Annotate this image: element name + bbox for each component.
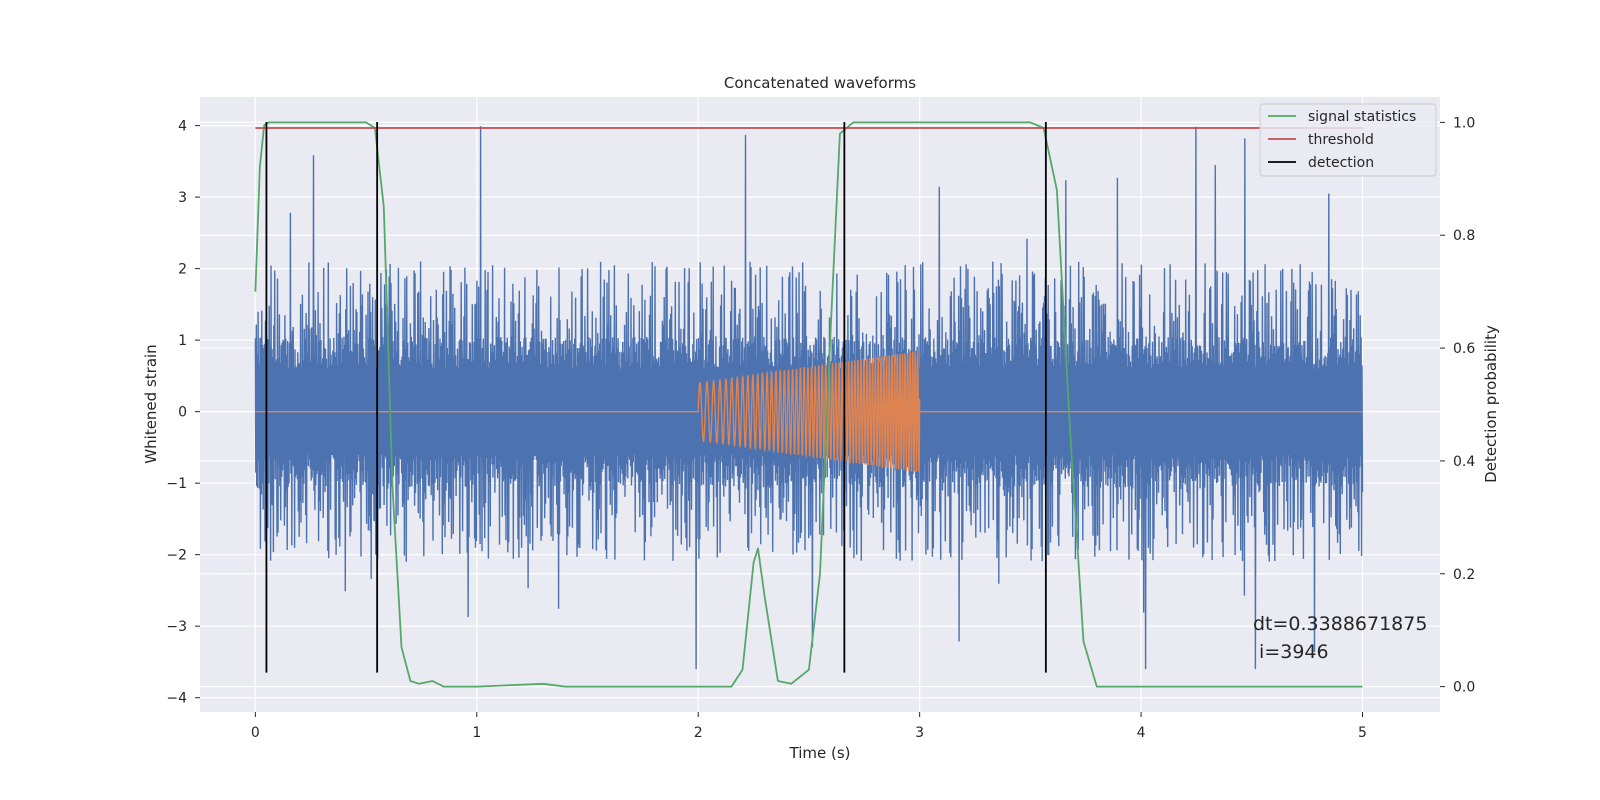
y-tick-label: −2	[166, 548, 187, 564]
y-tick-label: −3	[166, 619, 187, 635]
x-tick-label: 1	[472, 725, 481, 741]
annotation-line: dt=0.3388671875	[1253, 613, 1427, 635]
y-tick-label: 4	[178, 119, 187, 135]
annotation-text: dt=0.3388671875 i=3946	[1253, 613, 1427, 663]
y-tick-label: −4	[166, 691, 187, 707]
x-tick-label: 0	[251, 725, 260, 741]
y2-tick-label: 0.4	[1453, 454, 1475, 470]
y-tick-label: 1	[178, 333, 187, 349]
x-axis-label: Time (s)	[789, 744, 851, 762]
axes-layer: 0 1 2 3 4 5 4 3 2 1 0 −1 −2 −3 −4 1.0 0.8 0.6 0.4 0.2 0.0	[166, 115, 1475, 741]
x-tick-label: 3	[915, 725, 924, 741]
legend-label-detection: detection	[1308, 155, 1374, 171]
y-tick-label: −1	[166, 476, 187, 492]
y2-axis-label: Detection probability	[1482, 325, 1500, 483]
x-tick-label: 2	[694, 725, 703, 741]
detection-layer	[265, 122, 1047, 673]
legend-box	[1259, 103, 1437, 177]
x-tick-label: 5	[1358, 725, 1367, 741]
y-tick-label: 0	[178, 405, 187, 421]
y2-tick-label: 0.0	[1453, 680, 1475, 696]
legend-label-threshold: threshold	[1308, 132, 1374, 148]
waveform-layer	[255, 351, 1363, 473]
x-tick-label: 4	[1137, 725, 1146, 741]
y2-tick-label: 0.8	[1453, 228, 1475, 244]
y2-tick-label: 0.2	[1453, 567, 1475, 583]
chart-title: Concatenated waveforms	[724, 74, 916, 92]
y-tick-label: 3	[178, 190, 187, 206]
signal-statistics-line	[254, 121, 1363, 688]
annotation-line: i=3946	[1253, 641, 1329, 663]
signal-statistics-layer	[254, 121, 1363, 688]
y-axis-label: Whitened strain	[142, 344, 160, 463]
legend-label-signal-statistics: signal statistics	[1308, 109, 1416, 125]
waveform-line	[255, 351, 1363, 473]
legend: signal statistics threshold detection	[1259, 103, 1437, 177]
y2-tick-label: 1.0	[1453, 115, 1475, 131]
y2-tick-label: 0.6	[1453, 341, 1475, 357]
y-tick-label: 2	[178, 262, 187, 278]
